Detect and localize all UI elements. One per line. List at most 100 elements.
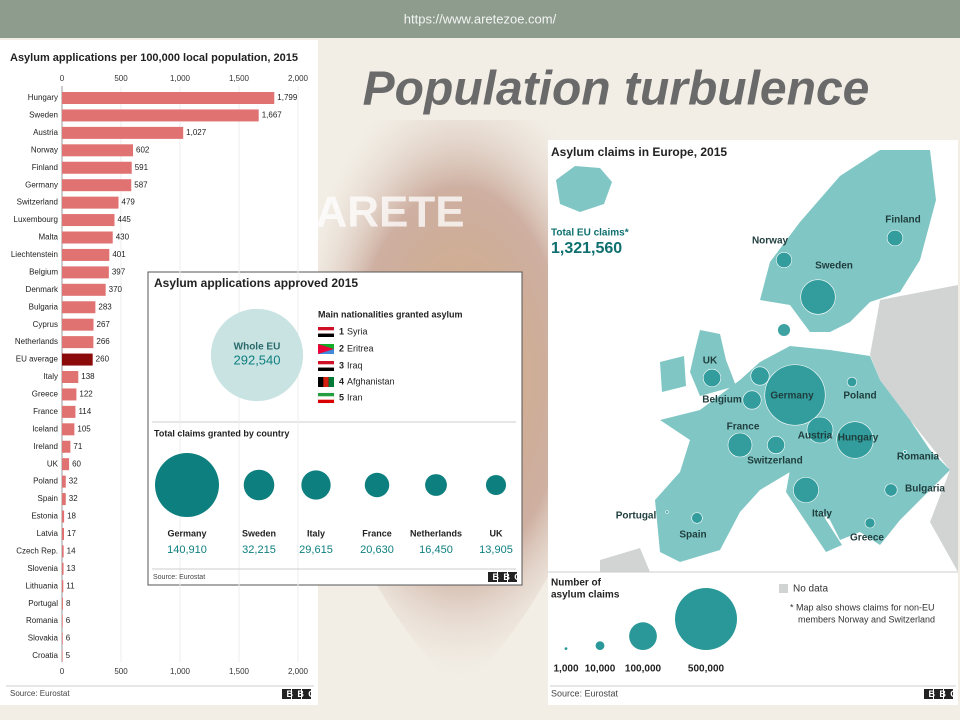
legend-bubble [675, 588, 737, 650]
value-label: 32 [69, 477, 78, 486]
bar [62, 615, 63, 628]
logo-box [934, 689, 943, 699]
map-bubble [793, 477, 819, 503]
map-bubble [846, 376, 858, 388]
logo-box [944, 689, 953, 699]
y-tick-label: Poland [33, 477, 58, 486]
bar [62, 423, 75, 436]
nationalities-title: Main nationalities granted asylum [318, 309, 463, 319]
y-tick-label: Spain [38, 494, 58, 503]
no-data-label: No data [793, 584, 828, 595]
value-label: 1,667 [262, 111, 283, 120]
y-tick-label: Italy [43, 372, 58, 381]
map-bubble [665, 510, 669, 514]
x-tick-label: 1,500 [229, 74, 250, 83]
source: Source: Eurostat [551, 688, 619, 698]
x-tick-label: 500 [114, 74, 128, 83]
country-label: Norway [752, 236, 789, 247]
y-tick-label: EU average [16, 355, 59, 364]
rank: 4 [339, 376, 344, 386]
chart-subtitle: Total claims granted by country [154, 428, 289, 438]
value-label: 283 [98, 302, 112, 311]
y-tick-label: Sweden [29, 111, 58, 120]
x-tick-label: 0 [60, 74, 65, 83]
rank: 1 [339, 326, 344, 336]
value-label: 105 [77, 424, 91, 433]
country-label: Spain [679, 530, 706, 541]
bar [62, 580, 64, 593]
y-tick-label: Hungary [28, 93, 58, 102]
value-label: 397 [112, 267, 126, 276]
y-tick-label: Luxembourg [14, 215, 58, 224]
value-label: 401 [112, 250, 126, 259]
y-tick-label: Liechtenstein [11, 250, 58, 259]
map-bubble [767, 436, 785, 454]
x-tick-label: 500 [114, 667, 128, 676]
flag-stripe [318, 333, 334, 337]
logo-box [292, 689, 301, 699]
bubble [485, 474, 507, 496]
value-label: 591 [135, 163, 149, 172]
value-label: 29,615 [299, 544, 333, 556]
note: * Map also shows claims for non-EU [790, 602, 935, 612]
land-mainland [655, 346, 950, 562]
value-label: 32,215 [242, 544, 276, 556]
map-bubble [800, 279, 836, 315]
y-tick-label: Norway [31, 145, 58, 154]
x-tick-label: 2,000 [288, 667, 309, 676]
value-label: 445 [118, 215, 132, 224]
country-label: UK [703, 356, 718, 367]
y-tick-label: Ireland [34, 442, 58, 451]
flag-stripe [318, 344, 334, 354]
bar [62, 510, 65, 523]
legend-label: 10,000 [585, 664, 616, 675]
logo-box [498, 572, 507, 582]
logo-box [924, 689, 933, 699]
total-label: Total EU claims* [551, 228, 629, 239]
logo: BBC [287, 689, 320, 699]
map-bubble [691, 512, 703, 524]
value-label: 122 [79, 390, 93, 399]
category-label: Sweden [242, 528, 276, 538]
bar [62, 440, 71, 453]
country-label: Portugal [616, 511, 657, 522]
note: members Norway and Switzerland [798, 614, 935, 624]
map-bubble [775, 251, 793, 269]
whole-eu-bubble [210, 308, 304, 402]
bar [62, 283, 106, 296]
map-bubble [764, 364, 826, 426]
y-tick-label: Lithuania [26, 581, 59, 590]
value-label: 266 [96, 337, 110, 346]
value-label: 587 [134, 180, 148, 189]
country-label: Finland [885, 215, 921, 226]
bar [62, 196, 119, 209]
legend-title: Number of [551, 578, 602, 589]
bubble [364, 472, 390, 498]
y-tick-label: France [33, 407, 58, 416]
category-label: UK [490, 528, 503, 538]
flag-stripe [318, 367, 334, 371]
legend-bubble [629, 622, 657, 650]
bubble [243, 469, 275, 501]
x-tick-label: 0 [60, 667, 65, 676]
country-label: France [727, 422, 760, 433]
logo-box [302, 689, 311, 699]
bar [62, 353, 93, 366]
flag-stripe [318, 399, 334, 403]
y-tick-label: Finland [32, 163, 58, 172]
flag-stripe [318, 330, 334, 334]
bar [62, 405, 76, 418]
land-ireland [660, 356, 686, 392]
value-label: 430 [116, 233, 130, 242]
value-label: 602 [136, 145, 150, 154]
logo-box [508, 572, 517, 582]
map-bubble [903, 450, 907, 454]
x-tick-label: 1,000 [170, 74, 191, 83]
nationality: Eritrea [347, 343, 374, 353]
y-tick-label: Bulgaria [29, 302, 59, 311]
total-value: 1,321,560 [551, 240, 622, 257]
value-label: 114 [78, 407, 91, 416]
rank: 5 [339, 392, 344, 402]
